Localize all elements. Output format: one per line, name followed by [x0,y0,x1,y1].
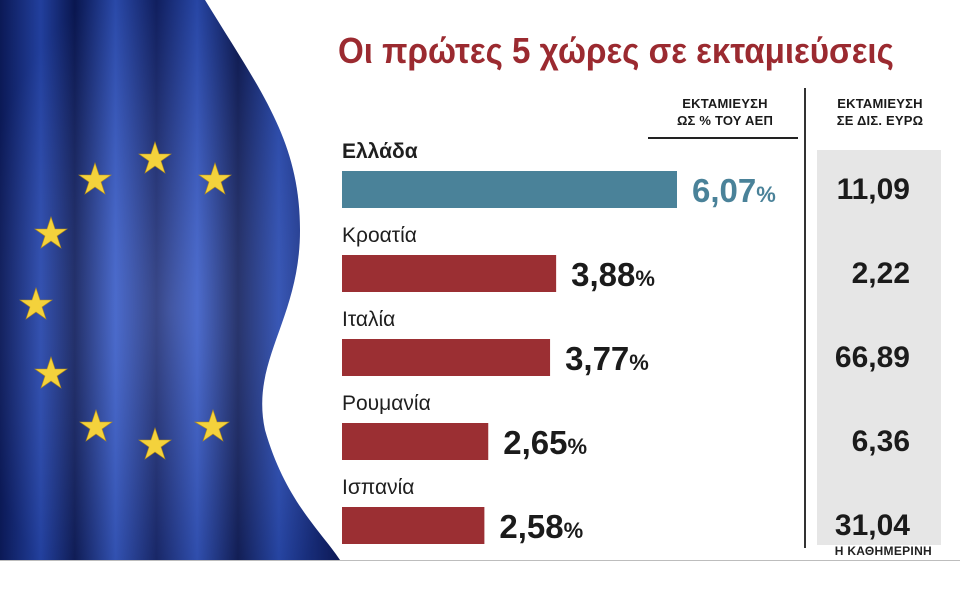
bar-value-percent-sign: % [635,266,655,291]
bar-value-label: 2,65% [503,424,587,461]
euro-value-label: 2,22 [852,257,910,290]
flag-star [193,409,230,442]
bar-value-number: 6,07 [692,172,756,209]
flag-star [79,409,113,442]
bottom-rule [0,560,960,561]
bar-value-percent-sign: % [564,518,584,543]
bar-value-percent-sign: % [756,182,776,207]
country-label: Ελλάδα [342,140,418,163]
chart-title: Οι πρώτες 5 χώρες σε εκταμιεύσεις [338,30,894,71]
country-label: Ιταλία [342,308,395,331]
header-eur-line2: ΣΕ ΔΙΣ. ΕΥΡΩ [836,113,924,128]
flag-star [19,287,53,320]
bar-value-number: 2,65 [503,424,567,461]
bar-value-number: 3,88 [571,256,635,293]
source-credit: Η ΚΑΘΗΜΕΡΙΝΗ [834,544,932,558]
bar [342,255,557,292]
euro-value-label: 11,09 [837,173,910,206]
bar [342,507,485,544]
bar-value-number: 3,77 [565,340,629,377]
eu-flag-curtain-image [0,0,340,560]
country-label: Ισπανία [342,476,414,499]
euro-values-panel [817,150,941,545]
header-billion-euro: ΕΚΤΑΜΙΕΥΣΗ ΣΕ ΔΙΣ. ΕΥΡΩ [810,95,950,129]
flag-star [34,216,68,249]
header-pct-of-gdp: ΕΚΤΑΜΙΕΥΣΗ ΩΣ % ΤΟΥ ΑΕΠ [650,95,800,129]
header-eur-line1: ΕΚΤΑΜΙΕΥΣΗ [837,96,923,111]
header-pct-line1: ΕΚΤΑΜΙΕΥΣΗ [682,96,768,111]
bar-value-label: 3,88% [571,256,655,293]
header-pct-line2: ΩΣ % ΤΟΥ ΑΕΠ [676,113,774,128]
bar-value-label: 6,07% [692,172,776,209]
flag-star [198,162,232,195]
euro-value-label: 66,89 [835,341,910,374]
euro-value-label: 31,04 [835,509,910,542]
bar [342,171,677,208]
flag-star [78,162,112,195]
bar-value-number: 2,58 [499,508,563,545]
country-label: Ρουμανία [342,392,431,415]
country-label: Κροατία [342,224,417,247]
flag-star [138,427,172,460]
header-underline [648,137,798,139]
bar-value-label: 3,77% [565,340,649,377]
column-divider [804,88,806,548]
bar-value-label: 2,58% [499,508,583,545]
flag-star [34,356,68,389]
euro-value-label: 6,36 [852,425,910,458]
bar [342,339,551,376]
bar [342,423,489,460]
bar-value-percent-sign: % [629,350,649,375]
bar-value-percent-sign: % [567,434,587,459]
flag-star [138,141,172,174]
